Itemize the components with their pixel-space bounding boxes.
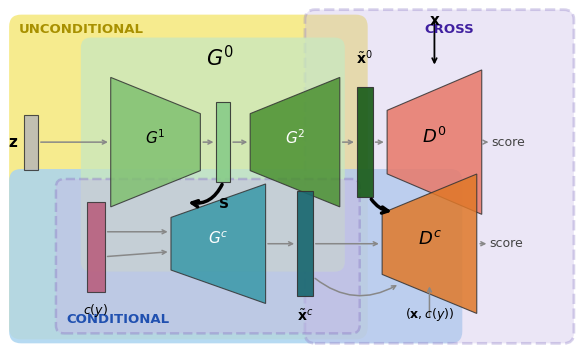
Text: CONDITIONAL: CONDITIONAL: [66, 313, 169, 326]
Text: $\mathbf{z}$: $\mathbf{z}$: [8, 134, 18, 150]
Bar: [24, 115, 38, 170]
FancyBboxPatch shape: [9, 15, 368, 339]
Text: $G^c$: $G^c$: [208, 231, 229, 247]
Text: $G^0$: $G^0$: [206, 45, 235, 70]
Bar: [87, 202, 105, 291]
Polygon shape: [111, 77, 200, 207]
Bar: [297, 191, 313, 296]
Text: CROSS: CROSS: [424, 23, 474, 36]
Text: $(\mathbf{x}, c(y))$: $(\mathbf{x}, c(y))$: [405, 307, 454, 323]
FancyBboxPatch shape: [81, 38, 345, 272]
FancyBboxPatch shape: [9, 169, 462, 343]
Bar: [217, 102, 230, 182]
Bar: [357, 87, 372, 197]
Polygon shape: [171, 184, 265, 303]
Text: $D^c$: $D^c$: [417, 230, 441, 248]
Text: $\mathbf{x}$: $\mathbf{x}$: [428, 13, 440, 28]
Polygon shape: [387, 70, 482, 214]
Text: $G^1$: $G^1$: [145, 128, 166, 146]
Polygon shape: [382, 174, 477, 313]
Text: UNCONDITIONAL: UNCONDITIONAL: [19, 23, 144, 36]
Text: $G^2$: $G^2$: [285, 128, 306, 146]
Text: $\tilde{\mathbf{x}}^c$: $\tilde{\mathbf{x}}^c$: [297, 308, 313, 324]
FancyBboxPatch shape: [305, 10, 574, 343]
Polygon shape: [250, 77, 340, 207]
Text: score: score: [489, 237, 523, 250]
Text: $c(y)$: $c(y)$: [83, 302, 108, 319]
Text: score: score: [491, 136, 525, 149]
Text: $D^0$: $D^0$: [423, 127, 446, 147]
FancyBboxPatch shape: [56, 179, 360, 333]
Text: $\mathbf{S}$: $\mathbf{S}$: [218, 197, 229, 211]
Text: $\tilde{\mathbf{x}}^0$: $\tilde{\mathbf{x}}^0$: [356, 49, 373, 68]
